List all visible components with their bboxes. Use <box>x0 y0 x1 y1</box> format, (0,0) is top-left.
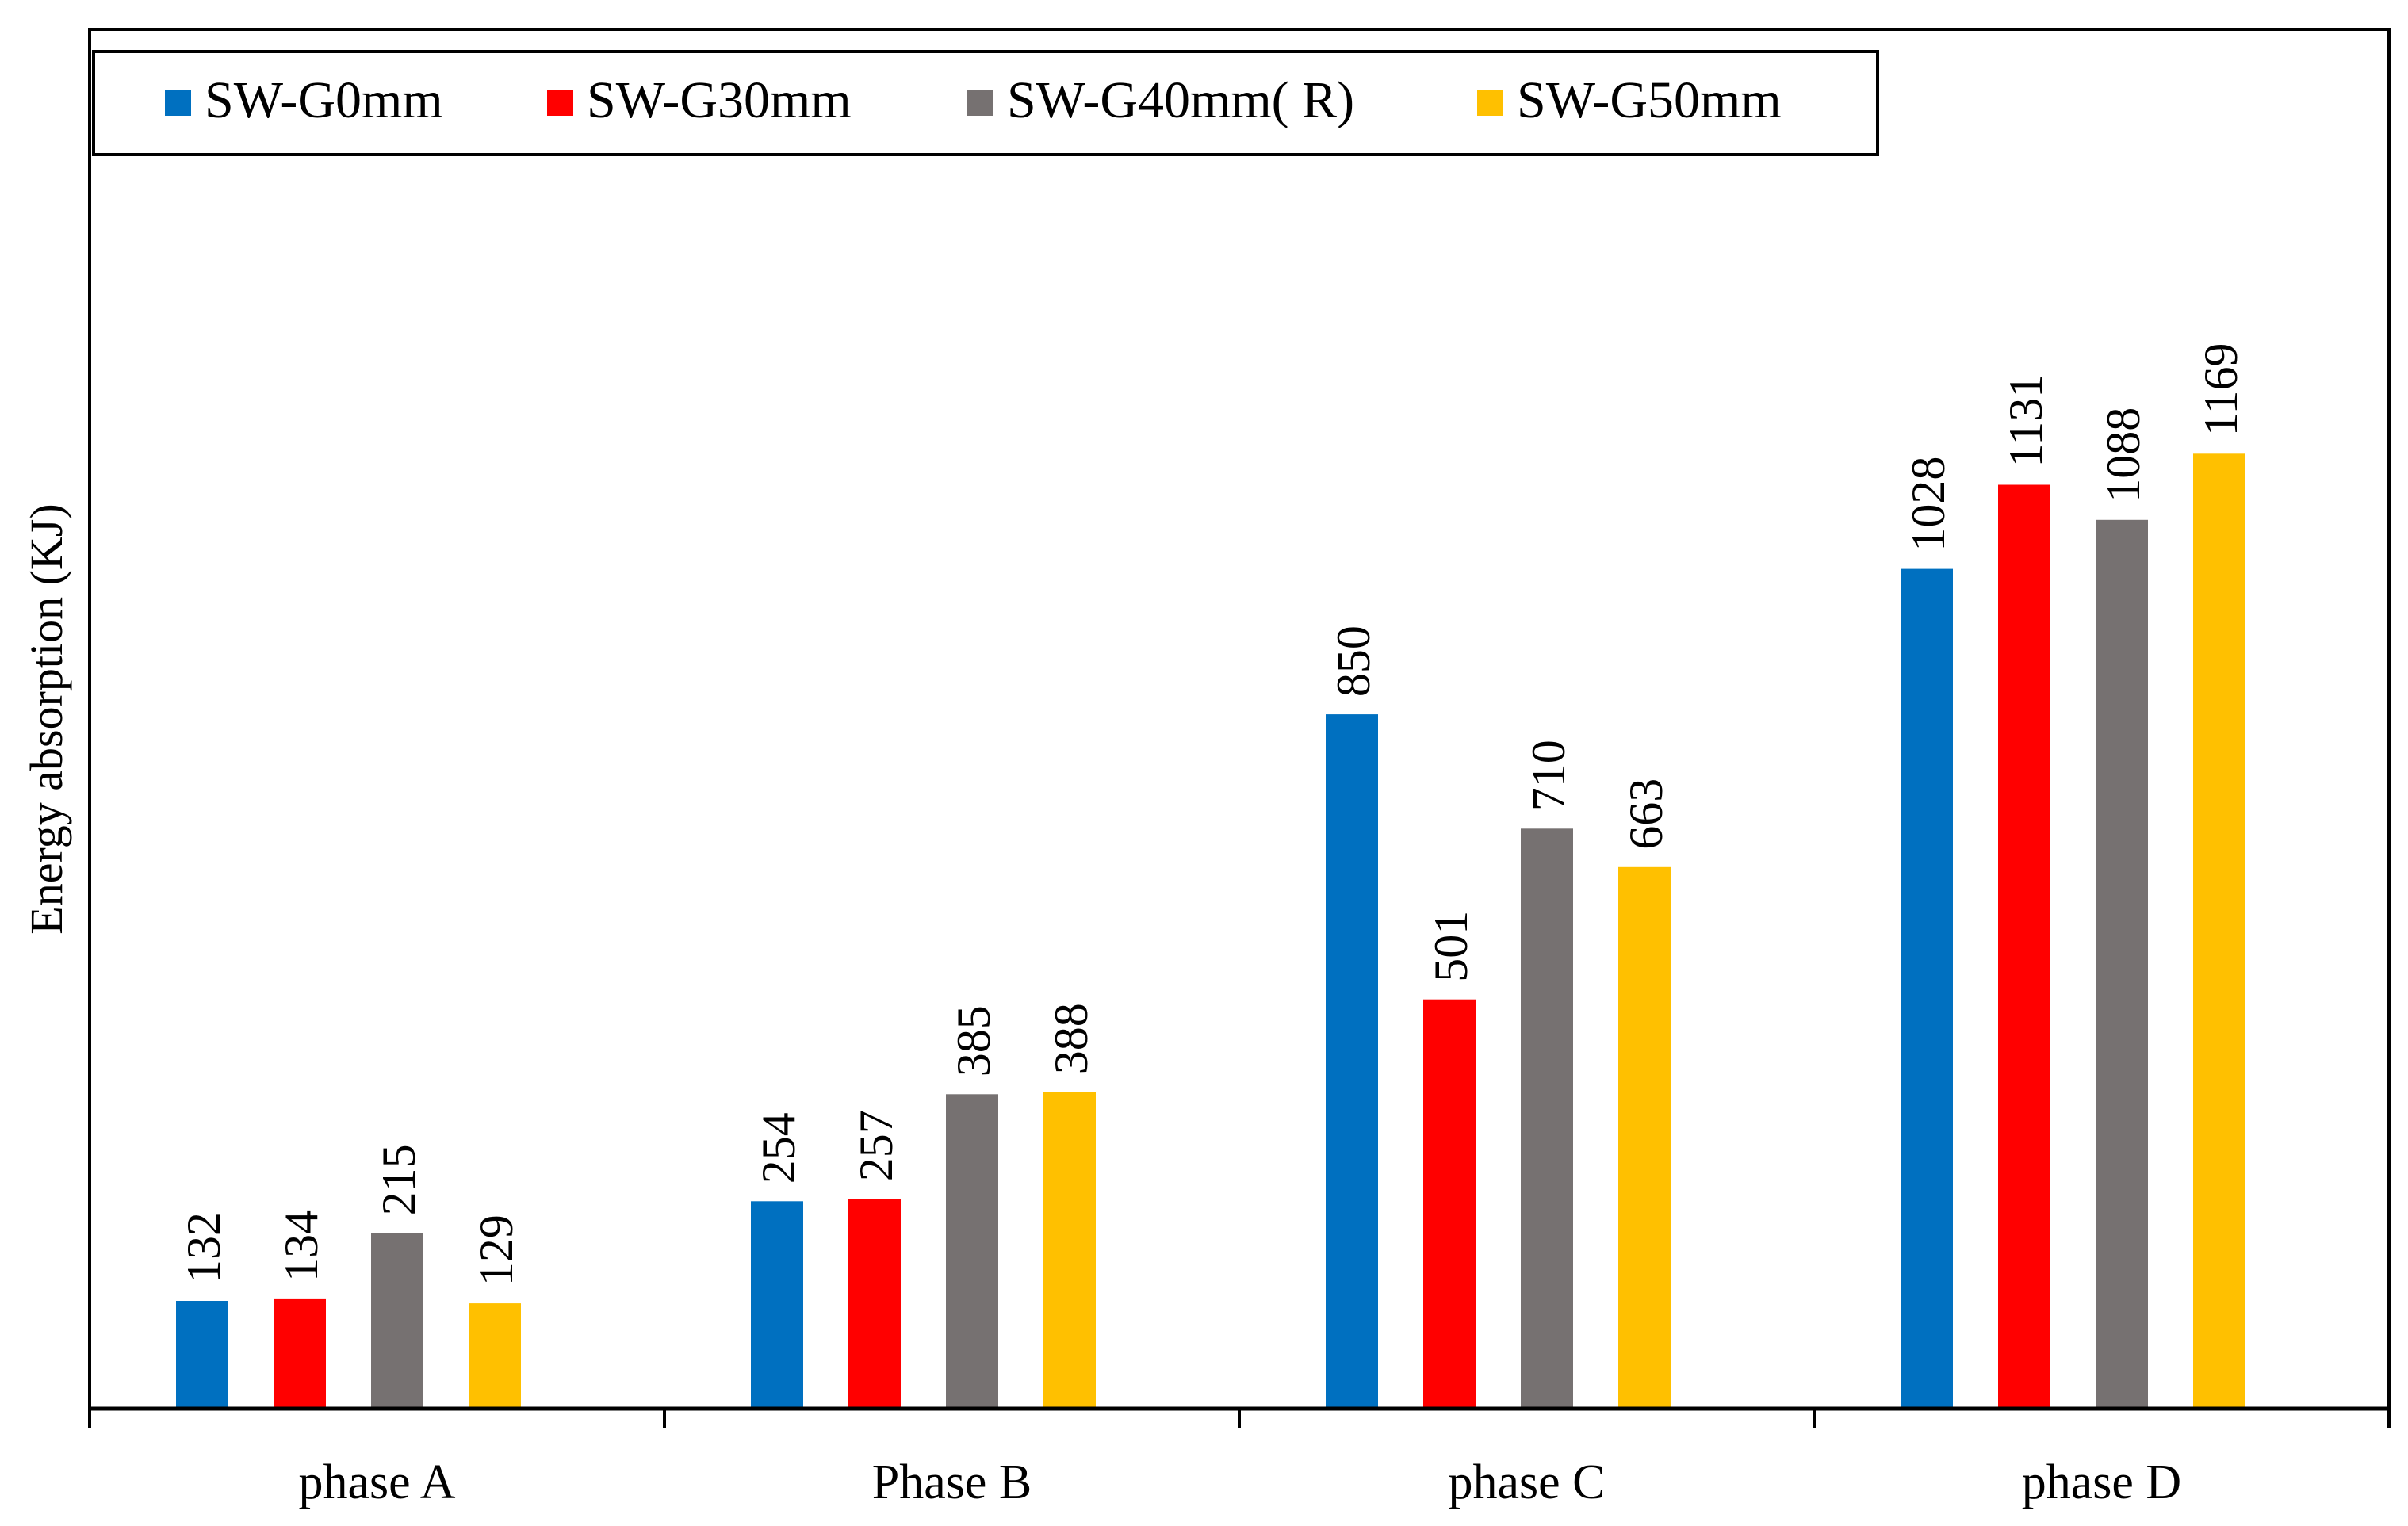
x-tick-label: phase A <box>298 1455 455 1509</box>
bar-sw-g40mm-r-phase-d <box>2096 519 2148 1409</box>
x-tick-label: phase C <box>1448 1455 1605 1509</box>
value-labels: 132 134 215 129 254 257 385 388 850 501 710 663 1028… <box>178 343 2247 1287</box>
data-label: 134 <box>275 1210 327 1282</box>
legend-item-sw-g30mm: SW-G30mm <box>547 71 852 129</box>
bar-sw-g30mm-phase-a <box>274 1298 326 1409</box>
data-label: 501 <box>1425 911 1477 982</box>
bar-sw-g0mm-phase-c <box>1326 714 1378 1409</box>
legend-box <box>92 50 1879 156</box>
data-label: 1131 <box>2000 374 2052 468</box>
legend-label: SW-G50mm <box>1517 71 1782 129</box>
bar-sw-g0mm-phase-a <box>176 1301 228 1409</box>
data-label: 1028 <box>1902 457 1954 552</box>
bar-sw-g40mm-r-phase-c <box>1521 828 1573 1409</box>
bar-sw-g50mm-phase-b <box>1043 1092 1096 1409</box>
x-axis: phase A Phase B phase C phase D <box>88 1406 2391 1509</box>
legend-swatch <box>967 90 993 116</box>
bar-sw-g40mm-r-phase-b <box>946 1094 998 1409</box>
legend-swatch <box>1477 90 1503 116</box>
legend-swatch <box>547 90 573 116</box>
legend-item-sw-g40mm-r: SW-G40mm( R) <box>967 71 1354 129</box>
x-tick-label: Phase B <box>872 1455 1032 1509</box>
bar-sw-g50mm-phase-a <box>469 1303 521 1409</box>
data-label: 1088 <box>2097 407 2150 503</box>
data-label: 257 <box>850 1110 902 1181</box>
bar-sw-g30mm-phase-d <box>1998 484 2050 1409</box>
data-label: 1169 <box>2195 343 2247 437</box>
data-label: 129 <box>470 1214 523 1286</box>
legend-label: SW-G30mm <box>587 71 852 129</box>
bar-sw-g30mm-phase-b <box>848 1199 901 1409</box>
bar-sw-g50mm-phase-d <box>2193 453 2245 1409</box>
legend: SW-G0mm SW-G30mm SW-G40mm( R) SW-G50mm <box>92 50 1879 156</box>
bar-sw-g50mm-phase-c <box>1618 866 1671 1409</box>
bar-sw-g0mm-phase-d <box>1901 568 1953 1409</box>
data-label: 663 <box>1620 778 1672 850</box>
legend-item-sw-g0mm: SW-G0mm <box>165 71 443 129</box>
legend-label: SW-G0mm <box>205 71 443 129</box>
bar-sw-g0mm-phase-b <box>751 1201 803 1409</box>
data-label: 710 <box>1522 740 1575 811</box>
data-label: 388 <box>1045 1003 1097 1074</box>
data-label: 132 <box>178 1212 230 1283</box>
data-label: 254 <box>752 1112 805 1184</box>
bars <box>176 453 2245 1409</box>
data-label: 850 <box>1327 625 1380 697</box>
data-label: 385 <box>948 1005 1000 1077</box>
y-axis-label: Energy absorption (KJ) <box>21 503 72 934</box>
legend-item-sw-g50mm: SW-G50mm <box>1477 71 1782 129</box>
legend-swatch <box>165 90 191 116</box>
legend-label: SW-G40mm( R) <box>1007 71 1354 129</box>
bar-sw-g40mm-r-phase-a <box>371 1233 423 1409</box>
data-label: 215 <box>373 1144 425 1215</box>
x-tick-label: phase D <box>2022 1455 2181 1509</box>
bar-sw-g30mm-phase-c <box>1423 999 1476 1409</box>
